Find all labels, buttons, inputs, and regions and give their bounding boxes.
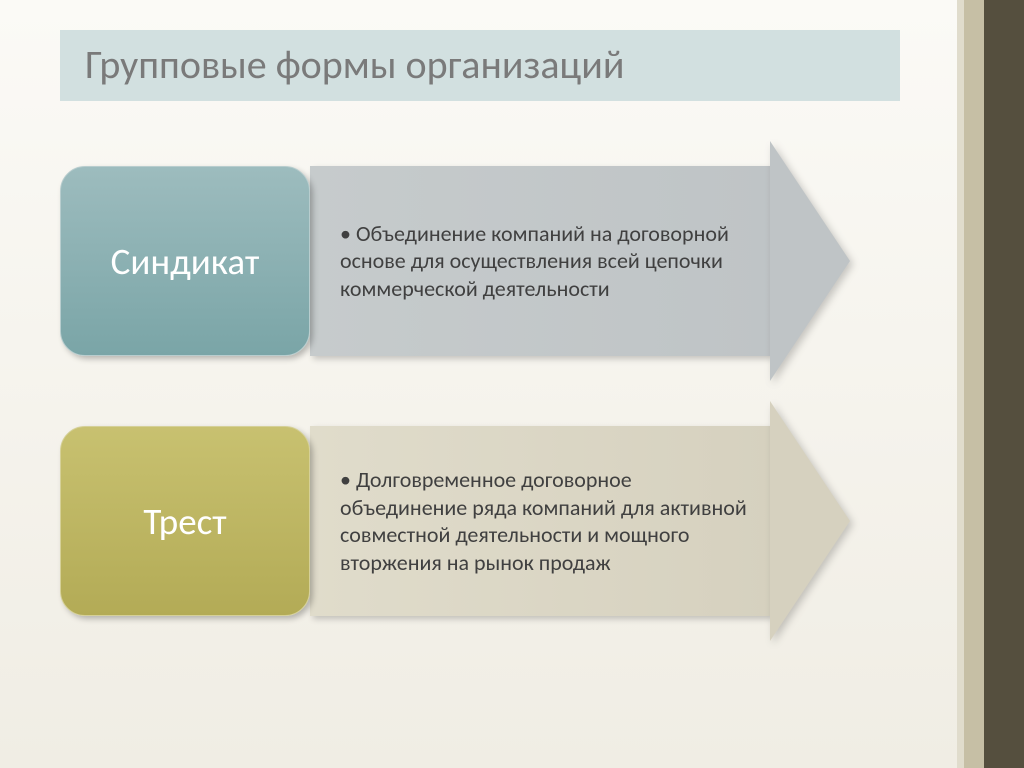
arrow-head-icon xyxy=(770,401,850,641)
description-text: Долговременное договорное объединение ря… xyxy=(340,466,760,576)
label-box-trust: Трест xyxy=(60,426,310,616)
title-band: Групповые формы организаций xyxy=(60,30,900,101)
label-text: Трест xyxy=(143,499,226,544)
diagram-row-trust: Долговременное договорное объединение ря… xyxy=(60,411,930,631)
description-list: Объединение компаний на договорной основ… xyxy=(340,220,760,303)
arrow-trust: Долговременное договорное объединение ря… xyxy=(310,426,850,616)
arrow-body-syndicate: Объединение компаний на договорной основ… xyxy=(310,166,770,356)
arrow-syndicate: Объединение компаний на договорной основ… xyxy=(310,166,850,356)
label-text: Синдикат xyxy=(111,239,260,284)
decor-stripe-light xyxy=(964,0,984,768)
decor-stripe-thin xyxy=(957,0,964,768)
decor-stripe-dark xyxy=(984,0,1024,768)
arrow-body-trust: Долговременное договорное объединение ря… xyxy=(310,426,770,616)
description-text: Объединение компаний на договорной основ… xyxy=(340,220,760,303)
description-list: Долговременное договорное объединение ря… xyxy=(340,466,760,576)
arrow-head-icon xyxy=(770,141,850,381)
diagram-row-syndicate: Объединение компаний на договорной основ… xyxy=(60,151,930,371)
slide-container: Групповые формы организаций Объединение … xyxy=(0,0,1024,768)
page-title: Групповые формы организаций xyxy=(85,40,875,89)
label-box-syndicate: Синдикат xyxy=(60,166,310,356)
